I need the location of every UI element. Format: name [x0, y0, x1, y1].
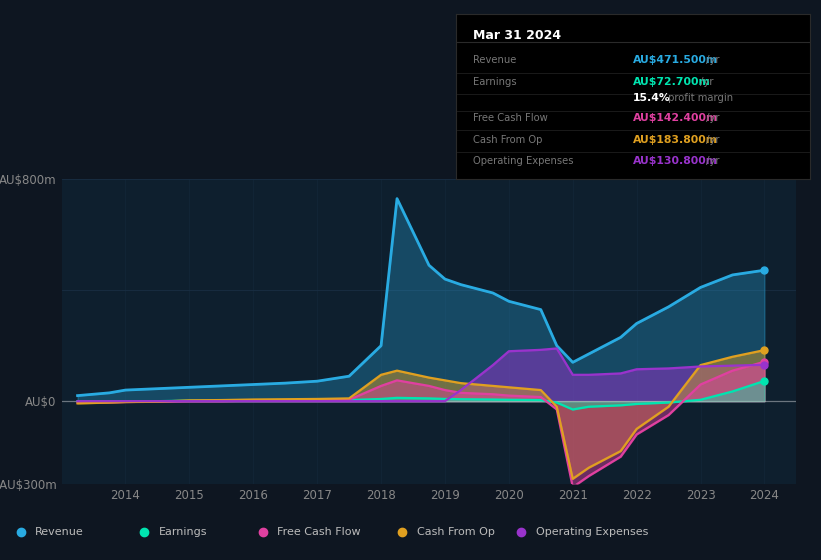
Text: AU$183.800m: AU$183.800m	[633, 134, 718, 144]
Text: Cash From Op: Cash From Op	[474, 134, 543, 144]
Text: Cash From Op: Cash From Op	[417, 528, 495, 538]
Text: AU$130.800m: AU$130.800m	[633, 156, 718, 166]
Text: Earnings: Earnings	[474, 77, 517, 87]
Text: Revenue: Revenue	[474, 55, 516, 66]
Text: Revenue: Revenue	[35, 528, 84, 538]
Text: Operating Expenses: Operating Expenses	[536, 528, 649, 538]
Text: profit margin: profit margin	[665, 94, 733, 103]
Text: Operating Expenses: Operating Expenses	[474, 156, 574, 166]
Text: /yr: /yr	[704, 113, 720, 123]
Text: AU$142.400m: AU$142.400m	[633, 113, 718, 123]
Text: Mar 31 2024: Mar 31 2024	[474, 29, 562, 42]
Text: AU$72.700m: AU$72.700m	[633, 77, 711, 87]
Text: /yr: /yr	[697, 77, 713, 87]
Text: Free Cash Flow: Free Cash Flow	[277, 528, 361, 538]
Text: /yr: /yr	[704, 134, 720, 144]
Text: /yr: /yr	[704, 156, 720, 166]
Text: 15.4%: 15.4%	[633, 94, 671, 103]
Text: Free Cash Flow: Free Cash Flow	[474, 113, 548, 123]
Text: AU$471.500m: AU$471.500m	[633, 55, 718, 66]
Text: Earnings: Earnings	[158, 528, 207, 538]
Text: /yr: /yr	[704, 55, 720, 66]
